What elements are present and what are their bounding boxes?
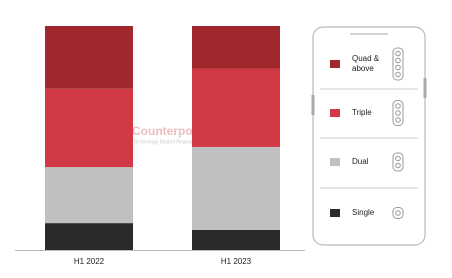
watermark-subtitle: Technology Market Research: [133, 139, 198, 145]
legend-icon-dot: [395, 117, 401, 123]
legend-icon-dot: [395, 57, 401, 64]
bar-segment: [192, 146, 280, 230]
x-tick-label: H1 2023: [221, 257, 252, 266]
legend-icon: [392, 100, 404, 126]
legend-icon: [392, 207, 404, 219]
bar-segment: [45, 26, 133, 89]
x-tick-label: H1 2022: [74, 257, 105, 266]
phone-frame: [312, 26, 426, 246]
legend-icon-dot: [395, 162, 401, 169]
legend-icon-dot: [395, 103, 401, 109]
legend-icon-dot: [395, 50, 401, 57]
bar-segment: [45, 167, 133, 224]
legend-icon-dot: [395, 110, 401, 116]
legend-swatch: [330, 60, 340, 68]
bar-segment: [45, 223, 133, 250]
legend-label: Dual: [352, 157, 369, 166]
legend-swatch: [330, 109, 340, 117]
bar-segment: [192, 229, 280, 250]
legend-icon-dot: [395, 210, 401, 216]
legend-icon: [392, 47, 404, 81]
bar-segment: [192, 68, 280, 147]
legend-icon-dot: [395, 71, 401, 78]
legend-icon-dot: [395, 155, 401, 162]
legend-label: Triple: [352, 108, 372, 117]
watermark-title: Counterpoint: [132, 124, 207, 138]
legend-label: Single: [352, 208, 375, 217]
legend-label: Quad & above: [352, 54, 380, 73]
legend-swatch: [330, 158, 340, 166]
legend-icon: [392, 152, 404, 172]
bar-segment: [45, 88, 133, 168]
bar-segment: [192, 26, 280, 69]
legend-swatch: [330, 209, 340, 217]
legend-icon-dot: [395, 64, 401, 71]
